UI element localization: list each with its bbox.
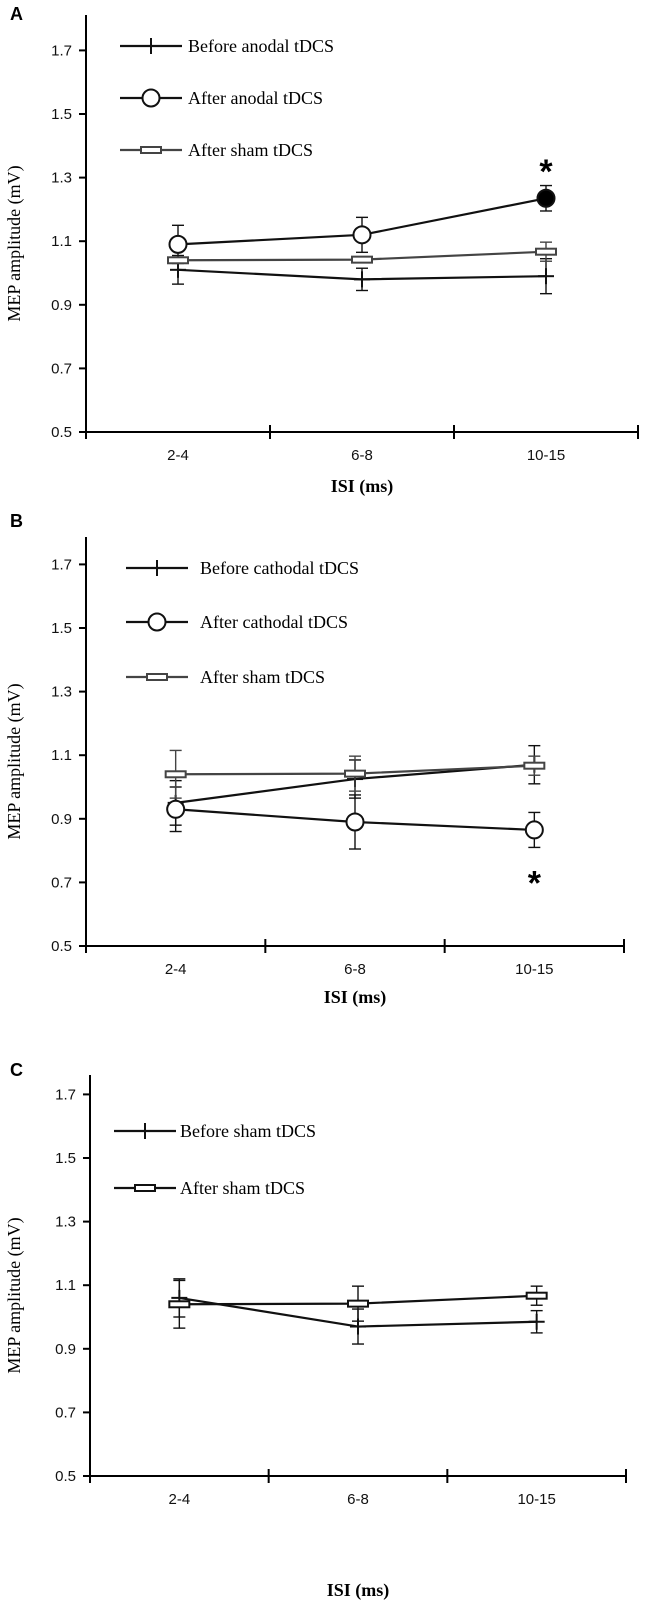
panel-b-ylabel: MEP amplitude (mV) bbox=[4, 683, 25, 839]
panel-c-legend-1-text: After sham tDCS bbox=[180, 1178, 305, 1198]
panel-c-series-1-point-1-marker bbox=[347, 1299, 369, 1308]
panel-b-ytick-label-1: 0.7 bbox=[51, 874, 72, 891]
panel-b-series-2-point-1-marker bbox=[344, 769, 366, 778]
panel-a-series-1-point-1-marker bbox=[352, 225, 372, 245]
panel-b-ytick-label-0: 0.5 bbox=[51, 938, 72, 955]
panel-a-series-2-point-1-marker bbox=[351, 255, 373, 264]
panel-c-ytick-label-4: 1.3 bbox=[55, 1214, 76, 1231]
panel-b-legend-2-marker bbox=[146, 673, 168, 681]
panel-c-label: C bbox=[10, 1060, 23, 1080]
panel-b-ytick-label-4: 1.3 bbox=[51, 684, 72, 701]
panel-c-ytick-label-6: 1.7 bbox=[55, 1086, 76, 1103]
panel-b-legend-1-marker bbox=[147, 612, 167, 632]
panel-a-xtick-label-2: 10-15 bbox=[527, 447, 565, 464]
panel-c-ytick-label-0: 0.5 bbox=[55, 1468, 76, 1485]
panel-c-legend-1-marker bbox=[134, 1184, 156, 1192]
panel-a-series-2-point-0-marker bbox=[167, 256, 189, 265]
panel-c-ytick-label-5: 1.5 bbox=[55, 1150, 76, 1167]
panel-b-ytick-label-6: 1.7 bbox=[51, 556, 72, 573]
panel-a-legend-2-text: After sham tDCS bbox=[188, 140, 313, 160]
panel-b-series-2-point-2-marker bbox=[523, 761, 546, 770]
panel-c-series-1-point-0-marker bbox=[168, 1300, 191, 1309]
panel-b-series-1-point-0-marker bbox=[166, 799, 186, 819]
panel-b-series-2-point-0-marker bbox=[164, 770, 187, 779]
panel-b-legend-0-text: Before cathodal tDCS bbox=[200, 558, 359, 578]
panel-a-series-2-point-2-marker bbox=[535, 247, 557, 256]
panel-a-ytick-label-1: 0.7 bbox=[51, 360, 72, 377]
panel-a-ytick-label-5: 1.5 bbox=[51, 106, 72, 123]
panel-c-legend-0-text: Before sham tDCS bbox=[180, 1121, 316, 1141]
panel-a-ytick-label-2: 0.9 bbox=[51, 297, 72, 314]
panel-a-legend-2-marker bbox=[140, 146, 162, 154]
panel-a-series-1-point-0-marker bbox=[168, 234, 188, 254]
panel-c-ylabel: MEP amplitude (mV) bbox=[4, 1217, 25, 1373]
panel-b-label: B bbox=[10, 511, 23, 531]
panel-a-legend-1-marker bbox=[141, 88, 161, 108]
panel-b-ytick-label-3: 1.1 bbox=[51, 747, 72, 764]
panel-b-annotation-0: * bbox=[528, 864, 542, 902]
panel-a-xtick-label-1: 6-8 bbox=[351, 447, 373, 464]
panel-a-ylabel: MEP amplitude (mV) bbox=[4, 165, 25, 321]
panel-a-xlabel: ISI (ms) bbox=[331, 476, 394, 497]
panel-a-legend-0-text: Before anodal tDCS bbox=[188, 36, 334, 56]
panel-c-xtick-label-0: 2-4 bbox=[168, 1491, 190, 1508]
panel-b-xtick-label-0: 2-4 bbox=[165, 961, 187, 978]
panel-b-series-1-point-1-marker bbox=[345, 812, 365, 832]
panel-b-xtick-label-2: 10-15 bbox=[515, 961, 553, 978]
panel-c-xlabel: ISI (ms) bbox=[327, 1580, 390, 1601]
panel-b-series-1-point-2-marker bbox=[524, 820, 544, 840]
panel-b-ytick-label-2: 0.9 bbox=[51, 811, 72, 828]
panel-a-ytick-label-3: 1.1 bbox=[51, 233, 72, 250]
panel-a-label: A bbox=[10, 4, 23, 24]
panel-c-ytick-label-1: 0.7 bbox=[55, 1404, 76, 1421]
panel-c-series-1-point-2-marker bbox=[525, 1291, 548, 1300]
panel-c-xtick-label-2: 10-15 bbox=[517, 1491, 555, 1508]
panel-c-ytick-label-2: 0.9 bbox=[55, 1341, 76, 1358]
panel-a-annotation-0: * bbox=[539, 153, 553, 191]
panel-c-xtick-label-1: 6-8 bbox=[347, 1491, 369, 1508]
panel-b-xlabel: ISI (ms) bbox=[324, 987, 387, 1008]
panel-a-legend-1-text: After anodal tDCS bbox=[188, 88, 323, 108]
panel-b-legend-1-text: After cathodal tDCS bbox=[200, 612, 348, 632]
panel-a-ytick-label-6: 1.7 bbox=[51, 42, 72, 59]
panel-b-xtick-label-1: 6-8 bbox=[344, 961, 366, 978]
panel-a-xtick-label-0: 2-4 bbox=[167, 447, 189, 464]
panel-a-ytick-label-4: 1.3 bbox=[51, 170, 72, 187]
panel-c-ytick-label-3: 1.1 bbox=[55, 1277, 76, 1294]
panel-a-series-1-point-2-marker bbox=[536, 188, 556, 208]
panel-b-legend-2-text: After sham tDCS bbox=[200, 667, 325, 687]
panel-b-ytick-label-5: 1.5 bbox=[51, 620, 72, 637]
panel-a-ytick-label-0: 0.5 bbox=[51, 424, 72, 441]
